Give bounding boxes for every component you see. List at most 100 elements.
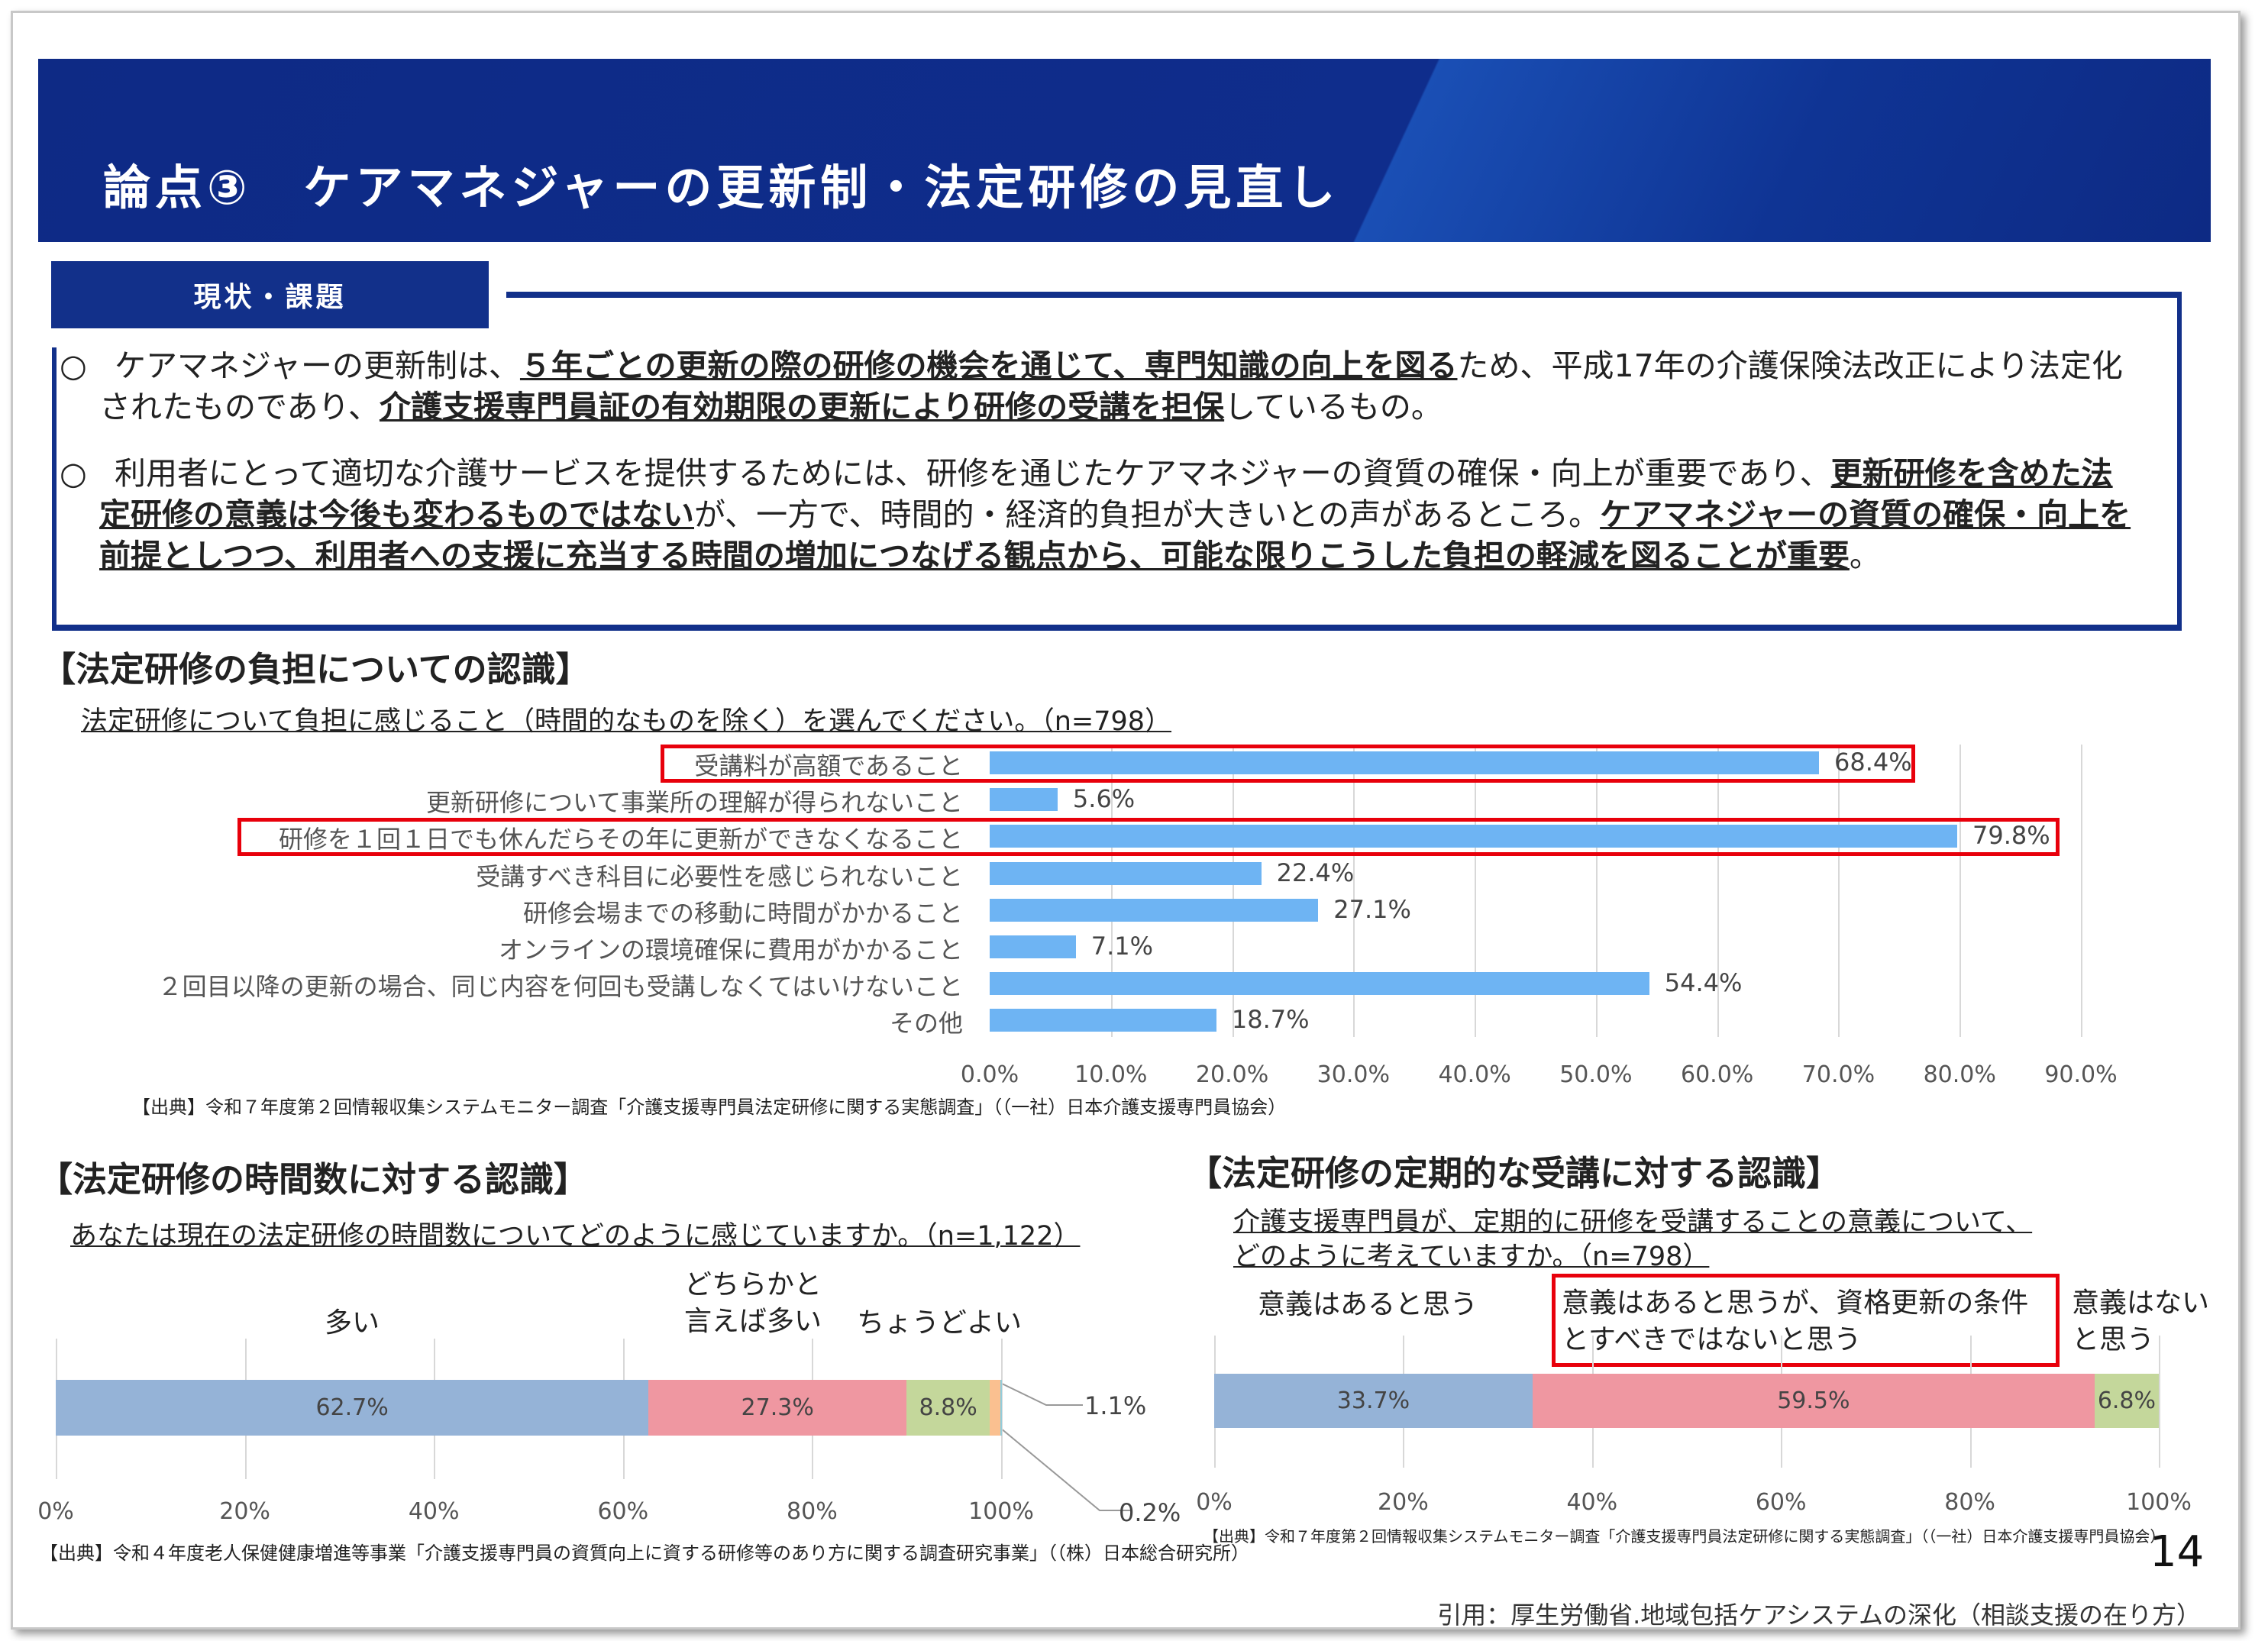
chart1-tick-label: 70.0%	[1801, 1061, 1875, 1088]
emphasis-text: 更新研修を含めた法定研修の意義は今後も変わるものではない	[99, 455, 2113, 533]
chart3-segment-label: 6.8%	[2097, 1387, 2157, 1414]
chart1-category-label: ２回目以降の更新の場合、同じ内容を何回も受講しなくてはいけないこと	[157, 972, 963, 1002]
chart2-segment-label: 27.3%	[741, 1394, 814, 1421]
chart1-category-label: オンラインの環境確保に費用がかかること	[498, 935, 963, 964]
chart2-tick-label: 80%	[787, 1498, 838, 1525]
chart2-category-choudoyoi: ちょうどよい	[857, 1307, 1023, 1339]
chart1-value-label: 5.6%	[1072, 784, 1136, 814]
chart3-tick-label: 80%	[1944, 1489, 1995, 1516]
chart3-segment: 6.8%	[2094, 1374, 2159, 1428]
chart3-subtitle-line2: どのように考えていますか。（n=798）	[1233, 1242, 1710, 1272]
slide-frame	[11, 11, 2241, 1630]
callout-line-1-1	[998, 1381, 1083, 1406]
chart1-value-label: 22.4%	[1276, 858, 1355, 887]
chart1-tick-label: 80.0%	[1923, 1061, 1996, 1088]
emphasis-text: ５年ごとの更新の際の研修の機会を通じて、専門知識の向上を図る	[519, 347, 1458, 384]
body-text: 利用者にとって適切な介護サービスを提供するためには、研修を通じたケアマネジャーの…	[115, 455, 1831, 492]
box-bottom-border	[52, 625, 2182, 631]
chart2-category-dochiraka-a: どちらかと	[684, 1269, 822, 1300]
citation: 引用：厚生労働省.地域包括ケアシステムの深化（相談支援の在り方）	[1437, 1601, 2201, 1630]
chart1-gridline	[1595, 745, 1598, 1037]
body-text: ケアマネジャーの更新制は、	[115, 347, 520, 384]
chart3-category-meaningful: 意義はあると思う	[1258, 1289, 1478, 1320]
chart1-gridline	[1232, 745, 1234, 1037]
chart2-segment: 27.3%	[648, 1380, 907, 1436]
chart3-segment: 33.7%	[1214, 1374, 1533, 1428]
chart1-bar	[990, 751, 1820, 774]
chart1-tick-label: 0.0%	[960, 1061, 1019, 1088]
chart1-value-label: 79.8%	[1972, 821, 2050, 851]
body-text: しているもの。	[1224, 389, 1443, 425]
chart2-segment: 62.7%	[56, 1380, 649, 1436]
chart1-title: 【法定研修の負担についての認識】	[41, 649, 590, 690]
chart3-segment: 59.5%	[1532, 1374, 2095, 1428]
bullet-icon: ○	[60, 455, 87, 492]
emphasis-text: ケアマネジャーの資質の確保・向上を前提としつつ、利用者への支援に充当する時間の増…	[99, 496, 2131, 574]
chart3-tick-label: 0%	[1196, 1489, 1233, 1516]
chart2-callout-lines	[998, 1381, 1130, 1511]
section-tab-label: 現状・課題	[51, 261, 489, 328]
chart1-gridline	[2081, 745, 2082, 1037]
chart1-value-label: 27.1%	[1333, 894, 1411, 924]
chart3-tick-label: 20%	[1378, 1489, 1429, 1516]
chart1-gridline	[1475, 745, 1477, 1037]
chart2-tick-label: 60%	[597, 1498, 649, 1525]
box-right-border	[2177, 292, 2182, 629]
title-banner	[38, 59, 2211, 242]
chart1-tick-label: 90.0%	[2044, 1061, 2118, 1088]
chart1-gridline	[1959, 745, 1962, 1037]
chart2-title: 【法定研修の時間数に対する認識】	[38, 1159, 589, 1200]
chart2-source: 【出典】令和４年度老人保健健康増進等事業「介護支援専門員の資質向上に資する研修等…	[40, 1542, 1249, 1564]
chart2-tick-label: 0%	[37, 1498, 74, 1525]
chart1-bar	[990, 972, 1649, 996]
chart2-segment-label: 62.7%	[315, 1394, 389, 1421]
paragraph-update-system: ○ ケアマネジャーの更新制は、５年ごとの更新の際の研修の機会を通じて、専門知識の向…	[60, 345, 2138, 428]
paragraph-burden: ○ 利用者にとって適切な介護サービスを提供するためには、研修を通じたケアマネジャー…	[60, 453, 2138, 577]
chart1-bar	[990, 861, 1262, 885]
chart1-gridline	[1353, 745, 1355, 1037]
chart1-tick-label: 50.0%	[1559, 1061, 1633, 1088]
chart1-source: 【出典】令和７年度第２回情報収集システムモニター調査「介護支援専門員法定研修に関…	[132, 1097, 1287, 1118]
chart1-bar	[990, 1009, 1216, 1032]
chart3-title: 【法定研修の定期的な受講に対する認識】	[1187, 1153, 1841, 1194]
chart2-label-1-1: 1.1%	[1084, 1391, 1147, 1420]
chart1-category-label: 更新研修について事業所の理解が得られないこと	[425, 788, 963, 818]
chart2-category-dochiraka-b: 言えば多い	[684, 1306, 822, 1337]
emphasis-text: 介護支援専門員証の有効期限の更新により研修の受講を担保	[379, 389, 1225, 425]
chart1-bar	[990, 935, 1076, 958]
chart3-source: 【出典】令和７年度第２回情報収集システムモニター調査「介護支援専門員法定研修に関…	[1203, 1527, 2166, 1546]
chart3-tick-label: 60%	[1755, 1489, 1807, 1516]
bullet-icon: ○	[60, 347, 87, 384]
page-number: 14	[2150, 1527, 2205, 1577]
chart1-tick-label: 60.0%	[1681, 1061, 1754, 1088]
chart3-category-not-meaningful-2: と思う	[2072, 1324, 2155, 1355]
chart1-tick-label: 10.0%	[1074, 1061, 1148, 1088]
box-top-border	[506, 292, 2182, 298]
box-left-border	[52, 347, 57, 629]
chart1-tick-label: 40.0%	[1438, 1061, 1511, 1088]
chart3-tick-label: 100%	[2126, 1489, 2192, 1516]
chart1-highlight-box-2	[237, 818, 2060, 856]
chart1-gridline	[1838, 745, 1840, 1037]
chart1-category-label: その他	[889, 1009, 963, 1039]
chart1-category-label: 研修会場までの移動に時間がかかること	[522, 898, 963, 928]
chart1-subtitle: 法定研修について負担に感じること（時間的なものを除く）を選んでください。（n=7…	[81, 706, 1172, 737]
chart2-segment	[1000, 1380, 1003, 1436]
chart2-tick-label: 40%	[408, 1498, 460, 1525]
chart3-subtitle-line1: 介護支援専門員が、定期的に研修を受講することの意義について、	[1233, 1207, 2033, 1238]
chart2-segment	[990, 1380, 1000, 1436]
body-text: ため、平成17年の介護保険法改正により法定化されたものであり、	[99, 347, 2123, 425]
chart1-highlight-box-0	[661, 745, 1915, 783]
chart1-category-label: 受講すべき科目に必要性を感じられないこと	[476, 861, 963, 891]
body-text: 。	[1849, 538, 1881, 574]
chart1-bar	[990, 825, 1958, 848]
chart1-tick-label: 20.0%	[1195, 1061, 1269, 1088]
chart2-label-0-2: 0.2%	[1119, 1498, 1181, 1527]
page-title: 論点③ ケアマネジャーの更新制・法定研修の見直し	[103, 160, 1340, 215]
body-text: が、一方で、時間的・経済的負担が大きいとの声があるところ。	[694, 496, 1601, 533]
chart3-tick-label: 40%	[1566, 1489, 1618, 1516]
chart2-subtitle: あなたは現在の法定研修の時間数についてどのように感じていますか。（n=1,122…	[70, 1221, 1081, 1252]
chart1-value-label: 68.4%	[1834, 748, 1912, 777]
chart1-category-label: 研修を１回１日でも休んだらその年に更新ができなくなること	[278, 825, 963, 854]
chart1-bar	[990, 898, 1319, 922]
